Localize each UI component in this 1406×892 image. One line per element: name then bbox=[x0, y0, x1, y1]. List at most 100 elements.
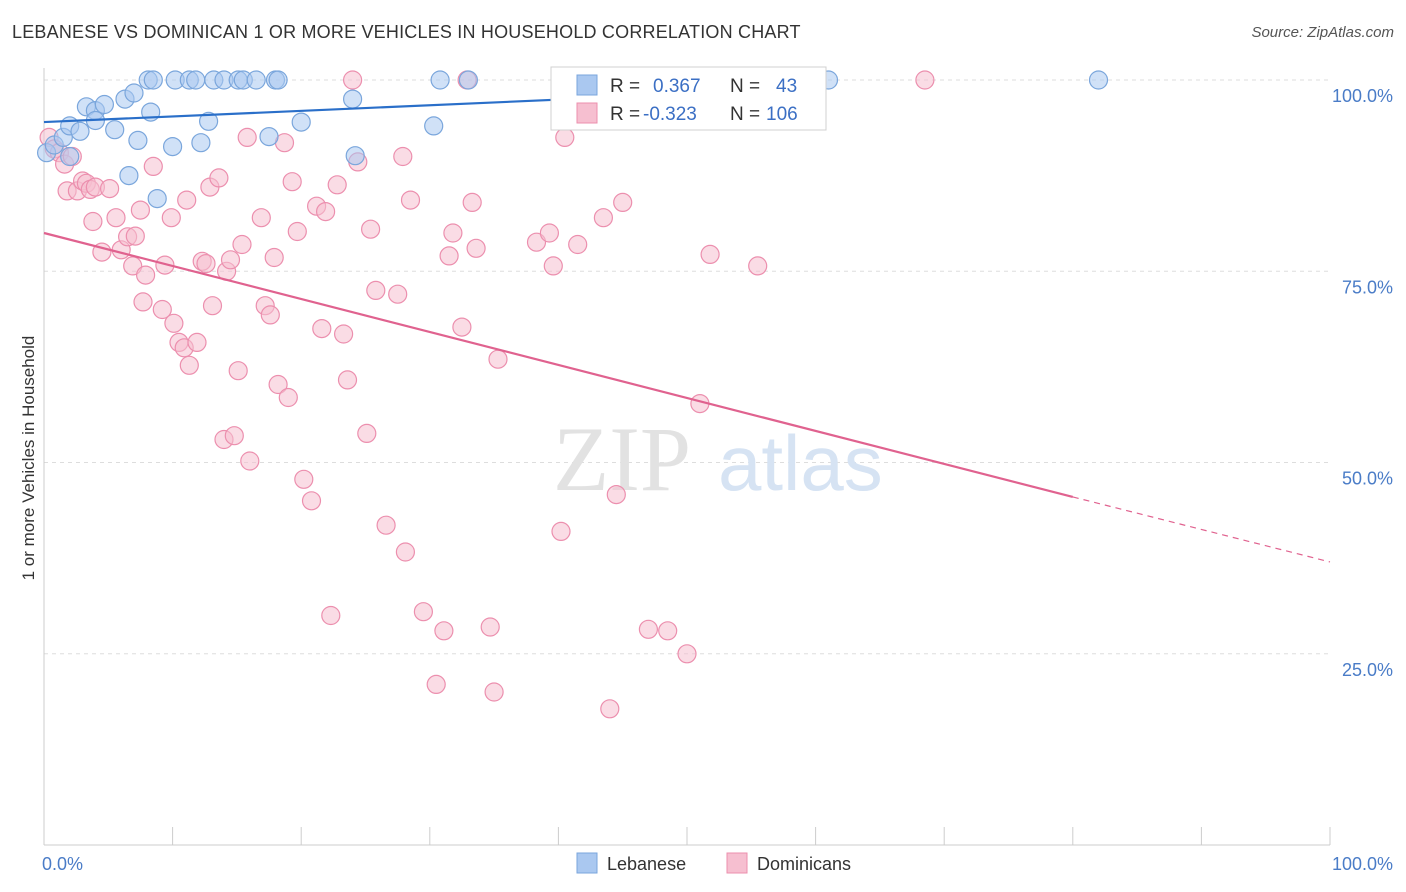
dominican-point-72 bbox=[400, 190, 421, 210]
dominican-point-71 bbox=[395, 542, 415, 562]
lebanese-point-37 bbox=[430, 70, 450, 90]
y-tick-label-75: 75.0% bbox=[1342, 277, 1393, 297]
dominican-point-93 bbox=[606, 485, 626, 505]
dominican-point-18 bbox=[123, 256, 143, 276]
dominican-point-78 bbox=[452, 317, 472, 337]
dominican-points bbox=[39, 70, 935, 719]
dominican-point-43 bbox=[237, 127, 257, 147]
dominican-trend-line bbox=[43, 231, 1074, 498]
dominican-point-44 bbox=[240, 451, 260, 471]
dominican-point-75 bbox=[434, 621, 454, 641]
lebanese-point-34 bbox=[343, 89, 363, 109]
lebanese-point-5 bbox=[60, 146, 80, 167]
dominican-point-99 bbox=[700, 244, 720, 264]
lebanese-point-19 bbox=[163, 137, 183, 157]
dominican-point-87 bbox=[543, 256, 563, 276]
dominican-point-59 bbox=[321, 605, 341, 626]
legend-swatch-lebanese bbox=[576, 74, 598, 96]
dominican-point-86 bbox=[539, 223, 560, 243]
dominican-point-48 bbox=[264, 247, 284, 268]
y-tick-label-25: 25.0% bbox=[1342, 660, 1393, 680]
dominican-point-20 bbox=[136, 265, 156, 285]
legend-n-value-dominicans: 106 bbox=[766, 104, 798, 125]
lebanese-point-14 bbox=[128, 130, 148, 150]
lebanese-point-30 bbox=[259, 127, 279, 147]
dominican-point-66 bbox=[361, 219, 381, 239]
dominican-point-92 bbox=[600, 699, 620, 719]
dominican-point-68 bbox=[376, 515, 396, 535]
dominican-point-85 bbox=[526, 232, 547, 252]
dominican-point-88 bbox=[551, 521, 571, 542]
correlation-legend: R = 0.367 N = 43 R = -0.323 N = 106 bbox=[550, 66, 827, 131]
legend-r-value-dominicans: -0.323 bbox=[643, 104, 697, 125]
x-tick-label-min: 0.0% bbox=[42, 854, 83, 874]
dominican-point-40 bbox=[224, 426, 244, 446]
dominican-point-55 bbox=[301, 491, 322, 511]
lebanese-point-18 bbox=[147, 189, 167, 209]
dominican-point-17 bbox=[125, 226, 145, 246]
dominican-point-23 bbox=[152, 299, 172, 320]
lebanese-point-29 bbox=[246, 70, 266, 90]
series-legend-label-dominicans: Dominicans bbox=[757, 854, 851, 874]
lebanese-point-24 bbox=[199, 111, 219, 131]
lebanese-point-4 bbox=[70, 121, 90, 141]
y-tick-label-50: 50.0% bbox=[1342, 469, 1393, 489]
series-legend-label-lebanese: Lebanese bbox=[607, 854, 686, 874]
series-legend: Lebanese Dominicans bbox=[576, 852, 851, 874]
dominican-point-91 bbox=[593, 208, 614, 228]
lebanese-point-13 bbox=[119, 166, 139, 186]
legend-n-label-lebanese: N = bbox=[730, 76, 760, 97]
source-credit: Source: ZipAtlas.com bbox=[1251, 24, 1394, 41]
dominican-point-33 bbox=[196, 254, 216, 274]
dominican-point-82 bbox=[480, 617, 500, 637]
dominican-point-62 bbox=[337, 370, 358, 390]
lebanese-point-16 bbox=[143, 70, 163, 90]
chart-title: LEBANESE VS DOMINICAN 1 OR MORE VEHICLES… bbox=[12, 22, 801, 42]
dominican-point-54 bbox=[294, 469, 314, 489]
dominican-point-42 bbox=[232, 234, 252, 255]
dominican-point-63 bbox=[343, 70, 363, 90]
dominican-point-80 bbox=[462, 192, 482, 212]
dominican-point-97 bbox=[677, 644, 697, 664]
dominican-point-25 bbox=[161, 208, 181, 228]
dominican-point-89 bbox=[555, 127, 575, 147]
dominican-point-26 bbox=[164, 313, 184, 333]
dominican-point-45 bbox=[251, 208, 271, 228]
x-tick-label-max: 100.0% bbox=[1332, 854, 1393, 874]
dominican-point-53 bbox=[287, 221, 307, 242]
dominican-point-84 bbox=[488, 349, 508, 369]
dominican-point-101 bbox=[915, 70, 935, 90]
dominican-point-19 bbox=[130, 200, 150, 220]
dominican-point-22 bbox=[133, 292, 153, 312]
dominican-point-67 bbox=[366, 280, 386, 300]
dominican-point-41 bbox=[228, 361, 248, 381]
dominican-point-47 bbox=[260, 305, 280, 325]
dominican-point-76 bbox=[439, 246, 459, 266]
dominican-trend-extension bbox=[1072, 496, 1331, 563]
dominican-point-39 bbox=[220, 250, 241, 270]
dominican-point-94 bbox=[613, 192, 633, 212]
lebanese-point-42 bbox=[1088, 70, 1109, 90]
legend-r-value-lebanese: 0.367 bbox=[653, 76, 701, 97]
series-legend-swatch-dominicans bbox=[726, 852, 748, 874]
dominican-point-49 bbox=[268, 374, 288, 395]
legend-r-label-lebanese: R = bbox=[610, 76, 640, 97]
dominican-point-52 bbox=[282, 172, 302, 192]
dominican-point-29 bbox=[177, 190, 197, 210]
dominican-point-57 bbox=[312, 319, 332, 339]
dominican-point-95 bbox=[638, 619, 659, 639]
y-tick-label-100: 100.0% bbox=[1332, 86, 1393, 106]
dominican-point-69 bbox=[388, 284, 408, 304]
watermark-atlas: atlas bbox=[718, 419, 883, 507]
lebanese-point-10 bbox=[105, 120, 125, 140]
dominican-point-51 bbox=[278, 387, 298, 408]
dominican-point-90 bbox=[568, 234, 588, 255]
legend-n-value-lebanese: 43 bbox=[776, 76, 797, 97]
legend-n-label-dominicans: N = bbox=[730, 104, 760, 125]
dominican-point-58 bbox=[316, 202, 336, 222]
lebanese-point-35 bbox=[345, 146, 365, 166]
legend-r-label-dominicans: R = bbox=[610, 104, 640, 125]
lebanese-point-22 bbox=[186, 70, 206, 90]
watermark: ZIP atlas bbox=[553, 408, 883, 510]
